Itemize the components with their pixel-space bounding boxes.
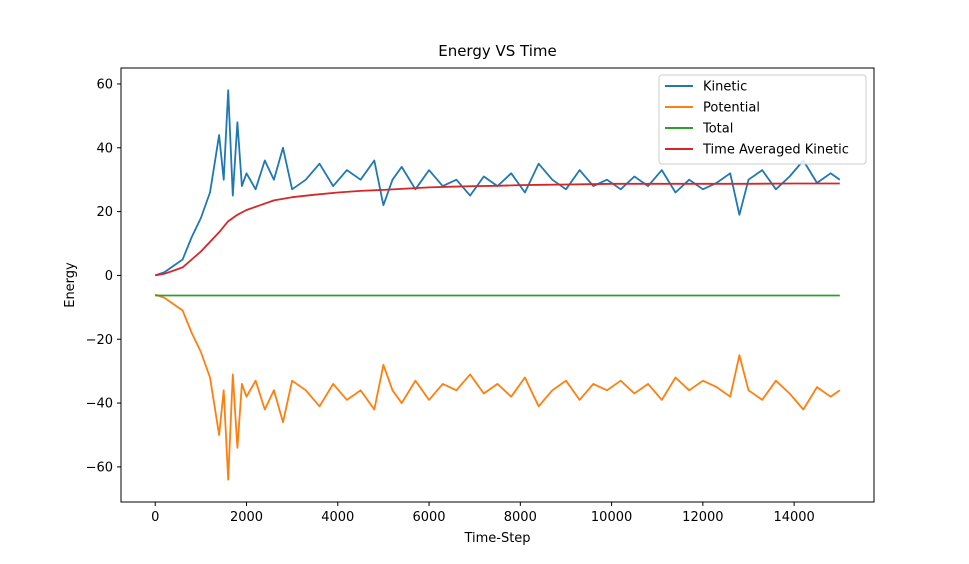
y-axis-label: Energy — [63, 262, 78, 308]
y-tick-label: 40 — [96, 141, 113, 156]
y-tick-label: −60 — [86, 460, 113, 475]
legend-entry: Kinetic — [703, 80, 747, 95]
x-tick-label: 0 — [151, 510, 159, 525]
x-tick-label: 10000 — [591, 510, 632, 525]
legend: Kinetic Potential Total Time Averaged Kinet… — [658, 74, 867, 165]
y-tick-label: 0 — [105, 269, 113, 284]
y-tick-label: −20 — [86, 333, 113, 348]
series-line-potential — [154, 293, 841, 481]
x-axis: 0 2000 4000 6000 8000 10000 12000 14000 — [151, 502, 815, 525]
y-tick-label: −40 — [86, 397, 113, 412]
x-tick-label: 12000 — [682, 510, 723, 525]
series-line-time-averaged-kinetic — [155, 182, 840, 277]
x-tick-label: 4000 — [321, 510, 354, 525]
legend-entry: Total — [702, 122, 733, 137]
legend-entry: Time Averaged Kinetic — [702, 143, 849, 158]
x-axis-label: Time-Step — [463, 531, 530, 546]
x-tick-label: 14000 — [773, 510, 814, 525]
x-tick-label: 8000 — [504, 510, 537, 525]
chart-title: Energy VS Time — [438, 42, 557, 60]
y-axis: −60 −40 −20 0 20 40 60 — [86, 77, 121, 475]
y-tick-label: 20 — [96, 205, 113, 220]
plot-frame — [120, 67, 875, 503]
x-tick-label: 2000 — [230, 510, 263, 525]
y-tick-label: 60 — [96, 77, 113, 92]
plot-lines — [154, 89, 841, 481]
legend-box — [658, 74, 867, 165]
x-tick-label: 6000 — [412, 510, 445, 525]
legend-entry: Potential — [703, 101, 760, 116]
